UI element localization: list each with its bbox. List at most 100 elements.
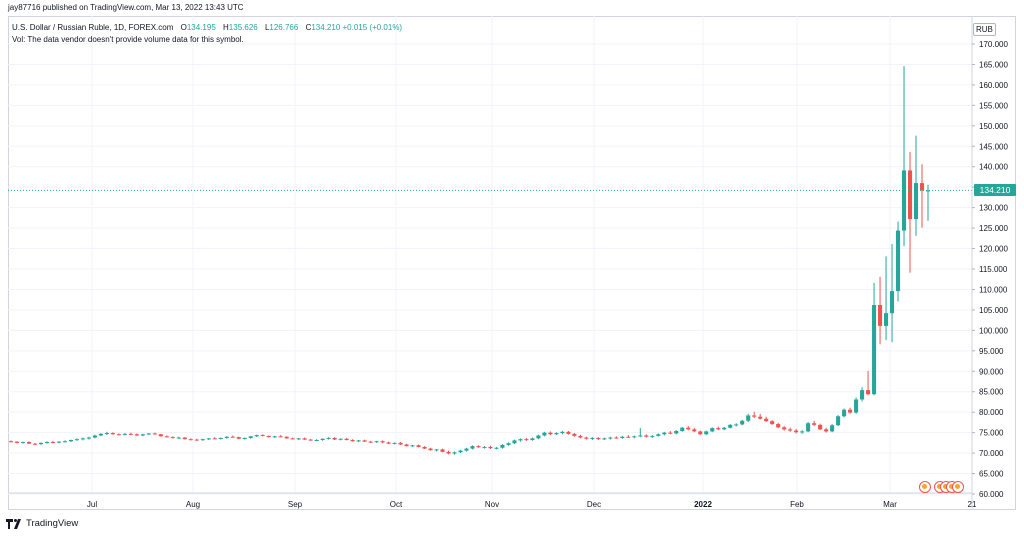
candle-body (907, 170, 913, 220)
candle-body (782, 427, 787, 430)
candle-body (872, 305, 877, 395)
candle-body (680, 427, 685, 431)
candle (848, 407, 853, 414)
candle-body (332, 437, 337, 440)
candle (188, 438, 193, 441)
candle (524, 437, 529, 441)
candle (404, 443, 409, 447)
candle (842, 408, 847, 418)
candle-body (374, 441, 379, 443)
candle-body (254, 435, 259, 437)
candle-body (776, 424, 781, 428)
candle-body (512, 440, 517, 444)
candle (416, 444, 421, 448)
candle-body (626, 436, 631, 438)
candle-body (314, 440, 319, 441)
candle (296, 437, 301, 440)
us-flag-icon[interactable] (952, 481, 964, 493)
us-flag-icon[interactable] (919, 481, 931, 493)
candle-body (895, 230, 901, 292)
candle-body (800, 431, 805, 433)
candle (548, 431, 553, 436)
candle (506, 442, 511, 446)
candle (854, 397, 859, 414)
candle-body (913, 183, 919, 220)
candle (44, 441, 49, 444)
candle-body (698, 431, 703, 435)
candle-body (44, 442, 49, 444)
candle-body (542, 432, 547, 436)
candle (770, 419, 775, 425)
candle (398, 442, 403, 445)
close-value: 134.210 (311, 23, 341, 32)
candle (710, 427, 715, 433)
candle-body (746, 415, 751, 421)
x-tick-label: Feb (790, 500, 804, 509)
candle (122, 433, 127, 436)
candle (68, 439, 73, 443)
candle (836, 415, 841, 427)
candle (116, 433, 121, 436)
candle (818, 423, 823, 431)
candle (98, 433, 103, 437)
candle-body (224, 436, 229, 438)
candle (782, 426, 787, 431)
candle (566, 431, 571, 435)
candle-body (464, 448, 469, 451)
grid-lines (8, 16, 973, 495)
candle-body (830, 425, 835, 432)
tradingview-logo-icon (6, 518, 21, 529)
candle (878, 276, 883, 345)
candle-body (326, 437, 331, 439)
candle (776, 422, 781, 429)
candle-body (878, 305, 883, 326)
candle (698, 430, 703, 436)
x-tick-label: 2022 (694, 500, 712, 509)
candle-body (74, 439, 79, 441)
candle-body (158, 434, 163, 437)
candle-body (674, 431, 679, 434)
candle-body (182, 437, 187, 440)
candle-body (8, 441, 14, 443)
tradingview-logo[interactable]: TradingView (6, 518, 78, 529)
candle-body (200, 439, 205, 441)
candle-body (380, 441, 385, 443)
candle (278, 435, 283, 438)
candle (895, 221, 901, 302)
candle (158, 433, 163, 437)
candle (266, 435, 271, 438)
candle (230, 435, 235, 438)
candle-body (518, 439, 523, 441)
currency-badge[interactable]: RUB (973, 23, 996, 36)
candle-body (818, 424, 823, 430)
candle (104, 431, 109, 436)
candle (884, 256, 889, 341)
candle-body (320, 438, 325, 440)
candle (218, 437, 223, 440)
candle-body (26, 442, 32, 444)
candle-body (14, 441, 20, 443)
candle (458, 449, 463, 454)
candle (722, 426, 727, 431)
candle (830, 424, 835, 433)
candle-body (176, 437, 181, 439)
candle-body (788, 429, 793, 431)
candle-body (98, 433, 103, 436)
chart-frame[interactable] (8, 16, 1016, 510)
candle-body (302, 438, 307, 440)
candle-body (296, 438, 301, 440)
candle-body (410, 445, 415, 447)
candle-body (662, 432, 667, 435)
candle (530, 437, 535, 441)
candle-body (722, 427, 727, 430)
candle (913, 135, 919, 236)
candle-body (110, 433, 115, 435)
candle-body (866, 390, 871, 395)
candle-body (470, 446, 475, 449)
candle (638, 428, 643, 438)
candle (200, 438, 205, 441)
candle (326, 437, 331, 440)
y-tick-label: 100.000 (979, 326, 1008, 335)
low-value: 126.766 (269, 23, 299, 32)
